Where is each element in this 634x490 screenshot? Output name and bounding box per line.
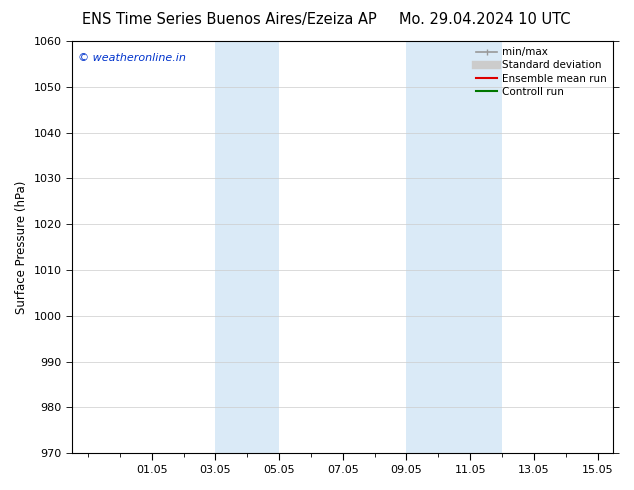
Text: Mo. 29.04.2024 10 UTC: Mo. 29.04.2024 10 UTC [399,12,571,27]
Y-axis label: Surface Pressure (hPa): Surface Pressure (hPa) [15,180,28,314]
Text: © weatheronline.in: © weatheronline.in [77,53,185,63]
Bar [406,41,502,453]
Legend: min/max, Standard deviation, Ensemble mean run, Controll run: min/max, Standard deviation, Ensemble me… [472,43,611,101]
Text: ENS Time Series Buenos Aires/Ezeiza AP: ENS Time Series Buenos Aires/Ezeiza AP [82,12,377,27]
Bar [216,41,279,453]
